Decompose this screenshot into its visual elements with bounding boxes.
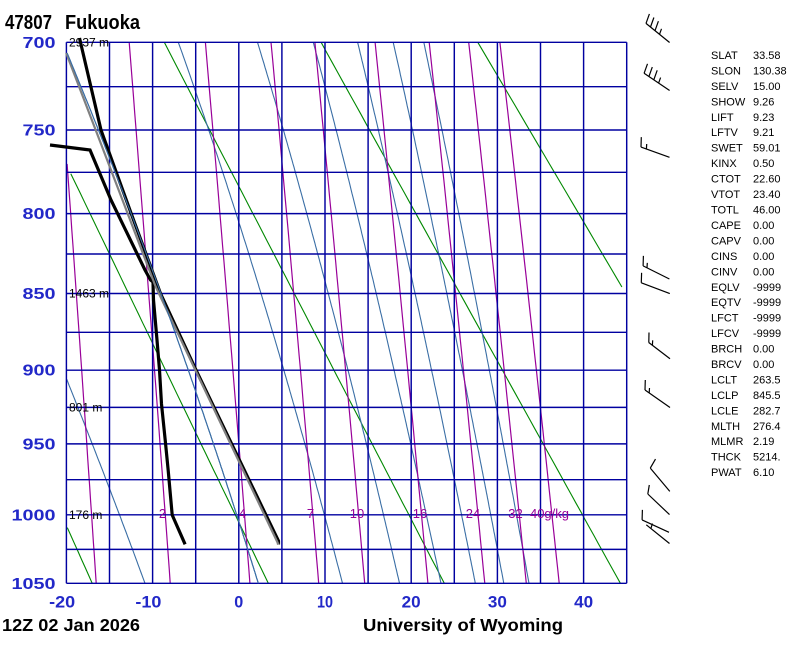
svg-text:850: 850	[23, 286, 56, 303]
svg-text:-20: -20	[49, 593, 75, 612]
svg-text:TOTL: TOTL	[711, 205, 739, 217]
svg-text:176 m: 176 m	[69, 508, 102, 522]
svg-text:BRCV: BRCV	[711, 359, 742, 371]
svg-text:22.60: 22.60	[753, 174, 781, 186]
svg-text:2937 m: 2937 m	[69, 35, 109, 49]
svg-text:32: 32	[508, 506, 522, 521]
svg-text:16: 16	[413, 506, 427, 521]
svg-text:SELV: SELV	[711, 81, 739, 93]
svg-text:LFCT: LFCT	[711, 313, 739, 325]
svg-text:CAPE: CAPE	[711, 220, 741, 232]
svg-text:10: 10	[317, 593, 333, 612]
svg-text:12Z 02 Jan 2026: 12Z 02 Jan 2026	[2, 615, 140, 635]
svg-text:276.4: 276.4	[753, 421, 781, 433]
svg-text:2.19: 2.19	[753, 436, 774, 448]
svg-text:2: 2	[159, 506, 166, 521]
svg-text:40g/kg: 40g/kg	[530, 506, 569, 521]
svg-text:950: 950	[23, 436, 56, 453]
svg-text:0: 0	[234, 593, 243, 612]
svg-text:PWAT: PWAT	[711, 467, 742, 479]
svg-text:SLAT: SLAT	[711, 50, 738, 62]
svg-text:CINV: CINV	[711, 266, 738, 278]
svg-text:0.00: 0.00	[753, 220, 774, 232]
svg-text:40: 40	[574, 593, 593, 612]
svg-text:0.00: 0.00	[753, 344, 774, 356]
svg-text:24: 24	[466, 506, 480, 521]
svg-text:-9999: -9999	[753, 282, 781, 294]
svg-text:0.00: 0.00	[753, 235, 774, 247]
svg-text:130.38: 130.38	[753, 66, 787, 78]
svg-text:LCLE: LCLE	[711, 405, 739, 417]
svg-text:0.00: 0.00	[753, 359, 774, 371]
svg-text:23.40: 23.40	[753, 189, 781, 201]
svg-text:1050: 1050	[12, 576, 56, 593]
svg-text:CTOT: CTOT	[711, 174, 741, 186]
svg-text:LFTV: LFTV	[711, 127, 739, 139]
svg-text:282.7: 282.7	[753, 405, 781, 417]
svg-text:CAPV: CAPV	[711, 235, 742, 247]
svg-text:-9999: -9999	[753, 313, 781, 325]
svg-text:33.58: 33.58	[753, 50, 781, 62]
svg-text:30: 30	[488, 593, 507, 612]
svg-text:47807: 47807	[5, 12, 52, 34]
svg-text:-9999: -9999	[753, 328, 781, 340]
svg-text:1463 m: 1463 m	[69, 287, 109, 301]
svg-text:845.5: 845.5	[753, 390, 781, 402]
svg-text:9.21: 9.21	[753, 127, 774, 139]
svg-text:800: 800	[23, 206, 56, 223]
svg-text:0.00: 0.00	[753, 251, 774, 263]
svg-text:LCLP: LCLP	[711, 390, 739, 402]
svg-text:EQLV: EQLV	[711, 282, 740, 294]
svg-text:900: 900	[23, 363, 56, 380]
svg-text:15.00: 15.00	[753, 81, 781, 93]
svg-text:CINS: CINS	[711, 251, 737, 263]
svg-text:0.50: 0.50	[753, 158, 774, 170]
svg-text:SWET: SWET	[711, 143, 743, 155]
svg-text:5214.: 5214.	[753, 452, 781, 464]
svg-text:LFCV: LFCV	[711, 328, 740, 340]
svg-text:THCK: THCK	[711, 452, 742, 464]
svg-text:1000: 1000	[12, 507, 56, 524]
svg-text:263.5: 263.5	[753, 374, 781, 386]
svg-text:0.00: 0.00	[753, 266, 774, 278]
svg-text:-10: -10	[135, 593, 161, 612]
svg-text:4: 4	[239, 506, 246, 521]
svg-text:LCLT: LCLT	[711, 374, 737, 386]
svg-text:9.26: 9.26	[753, 96, 774, 108]
svg-text:59.01: 59.01	[753, 143, 781, 155]
svg-text:Fukuoka: Fukuoka	[65, 12, 141, 34]
svg-text:20: 20	[402, 593, 421, 612]
svg-text:LIFT: LIFT	[711, 112, 734, 124]
svg-text:9.23: 9.23	[753, 112, 774, 124]
svg-text:750: 750	[23, 123, 56, 140]
svg-text:MLTH: MLTH	[711, 421, 740, 433]
svg-text:VTOT: VTOT	[711, 189, 740, 201]
svg-text:MLMR: MLMR	[711, 436, 743, 448]
svg-text:SHOW: SHOW	[711, 96, 746, 108]
svg-text:700: 700	[23, 35, 56, 52]
svg-text:6.10: 6.10	[753, 467, 774, 479]
svg-text:-9999: -9999	[753, 297, 781, 309]
svg-text:BRCH: BRCH	[711, 344, 742, 356]
svg-text:University of Wyoming: University of Wyoming	[363, 615, 563, 635]
svg-text:801 m: 801 m	[69, 400, 102, 414]
svg-text:7: 7	[307, 506, 314, 521]
svg-text:46.00: 46.00	[753, 205, 781, 217]
svg-text:10: 10	[350, 506, 364, 521]
svg-text:SLON: SLON	[711, 66, 741, 78]
svg-text:EQTV: EQTV	[711, 297, 742, 309]
svg-text:KINX: KINX	[711, 158, 737, 170]
